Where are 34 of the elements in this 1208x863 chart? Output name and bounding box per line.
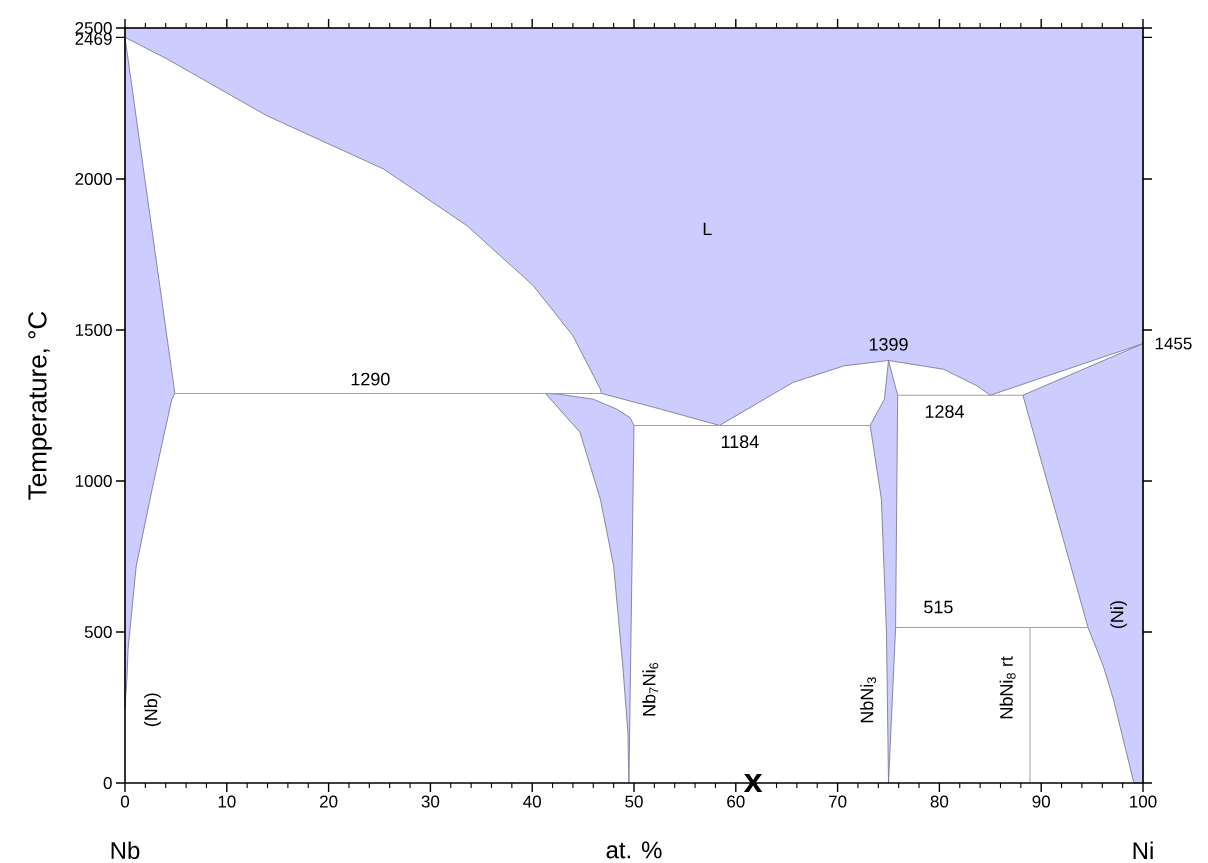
y-tick-label: 0: [103, 776, 112, 790]
annotation: 1284: [925, 405, 964, 418]
x-tick-label: 0: [120, 795, 130, 808]
y-tick-label: 1500: [75, 323, 112, 337]
annotation: (Ni): [1110, 601, 1127, 629]
annotation: NbNi$_{8}$ rt: [999, 656, 1016, 719]
x-tick-label: 10: [218, 795, 236, 808]
annotation: 1184: [721, 435, 759, 449]
x-tick-label: 30: [421, 795, 440, 808]
x-tick-label: 50: [625, 795, 643, 808]
x-tick-label: 100: [1130, 795, 1157, 808]
x-tick-label: 60: [727, 795, 745, 808]
annotation: (Nb): [144, 693, 161, 727]
annotation: NbNi$_{3}$: [860, 677, 877, 723]
x-tick-label: 80: [930, 795, 949, 808]
y-tick-label: 2000: [75, 172, 112, 186]
x-tick-label: 90: [1032, 795, 1050, 808]
x-tick-label: 40: [523, 795, 541, 808]
text: 1455: [1155, 337, 1192, 350]
y-tick-label: 1000: [75, 474, 112, 488]
text: Ni: [1133, 841, 1153, 859]
y-tick-label: 2469: [75, 32, 112, 45]
annotation: 1290: [351, 372, 390, 386]
x-tick-label: 20: [320, 795, 338, 808]
y-tick-label: 500: [84, 625, 112, 639]
x-axis-title: at. %: [606, 841, 662, 859]
annotation: Nb$_{7}$Ni$_{6}$: [642, 662, 659, 716]
annotation: 515: [924, 600, 953, 614]
text: Nb: [111, 841, 140, 860]
y-tick-label: 2500: [75, 21, 112, 35]
annotation: 1399: [869, 337, 908, 351]
annotation: L: [703, 222, 712, 236]
x-tick-label: 70: [829, 795, 847, 808]
y-axis-title: Temperature, °C: [28, 311, 52, 500]
